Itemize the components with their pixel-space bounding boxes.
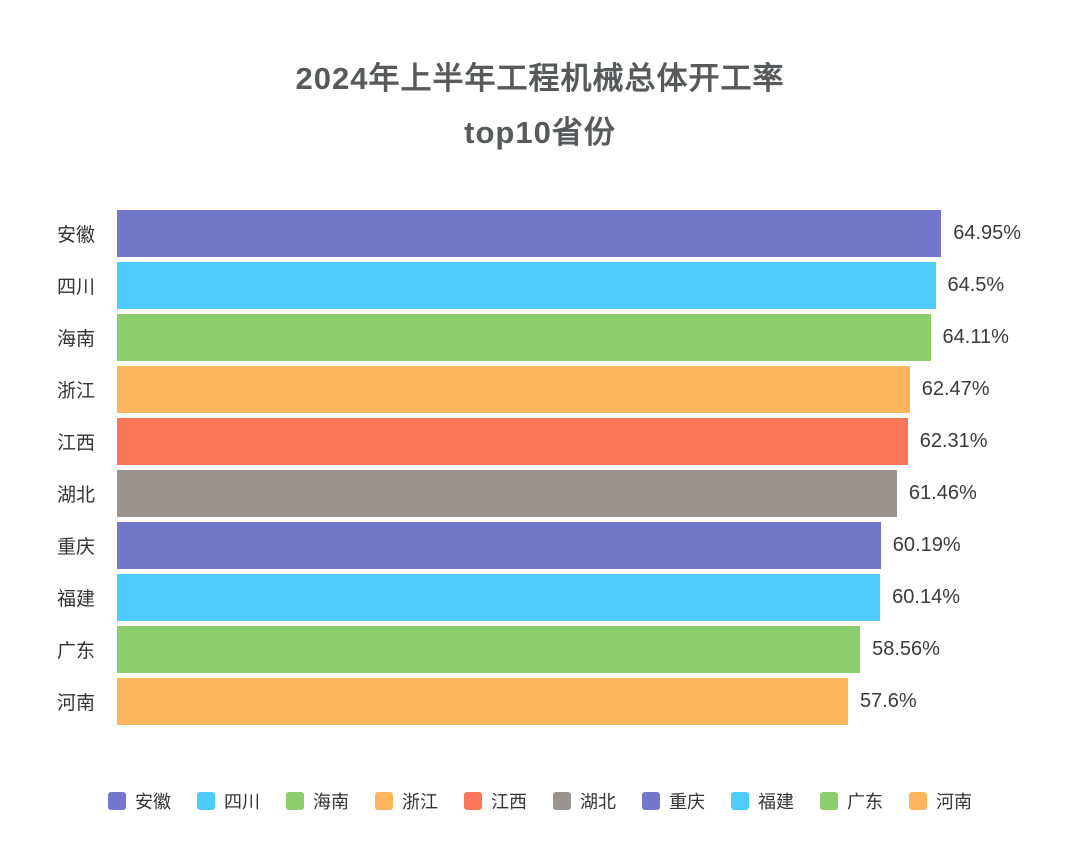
legend-item[interactable]: 重庆 (642, 788, 705, 814)
bar[interactable] (117, 418, 908, 465)
legend-label: 海南 (313, 792, 349, 812)
bar-row: 四川 64.5% (22, 262, 1080, 309)
legend-swatch-icon (553, 792, 571, 810)
bar-row: 重庆 60.19% (22, 522, 1080, 569)
legend-item[interactable]: 河南 (909, 788, 972, 814)
value-label: 64.95% (953, 222, 1022, 244)
category-label: 湖北 (56, 485, 95, 506)
legend: 安徽 四川 海南 浙江 江西 湖北 重庆 福建 广东 河南 (0, 788, 1080, 814)
bar[interactable] (117, 470, 897, 517)
bar-row: 海南 64.11% (22, 314, 1080, 361)
bar-row: 广东 58.56% (22, 626, 1080, 673)
legend-item[interactable]: 江西 (464, 788, 527, 814)
bar[interactable] (117, 210, 942, 257)
legend-swatch-icon (197, 792, 215, 810)
category-label: 江西 (56, 433, 95, 454)
category-label: 重庆 (56, 537, 95, 558)
legend-swatch-icon (286, 792, 304, 810)
category-label: 福建 (56, 589, 95, 610)
bar[interactable] (117, 262, 936, 309)
bar[interactable] (117, 522, 881, 569)
value-label: 64.5% (947, 274, 1005, 296)
category-label: 安徽 (56, 225, 95, 246)
bar-row: 浙江 62.47% (22, 366, 1080, 413)
legend-label: 安徽 (135, 792, 171, 812)
bar-row: 河南 57.6% (22, 678, 1080, 725)
value-label: 60.19% (892, 534, 961, 556)
legend-label: 重庆 (669, 792, 705, 812)
legend-item[interactable]: 福建 (731, 788, 794, 814)
chart-title: 2024年上半年工程机械总体开工率 top10省份 (0, 52, 1080, 160)
category-label: 河南 (56, 693, 95, 714)
category-label: 浙江 (56, 381, 95, 402)
category-label: 四川 (56, 277, 95, 298)
category-label: 海南 (56, 329, 95, 350)
chart-title-line2: top10省份 (464, 115, 616, 150)
category-label: 广东 (56, 641, 95, 662)
legend-label: 浙江 (402, 792, 438, 812)
legend-item[interactable]: 广东 (820, 788, 883, 814)
legend-item[interactable]: 安徽 (108, 788, 171, 814)
legend-swatch-icon (820, 792, 838, 810)
value-label: 64.11% (942, 326, 1009, 348)
bar-row: 江西 62.31% (22, 418, 1080, 465)
legend-label: 四川 (224, 792, 260, 812)
value-label: 61.46% (908, 482, 977, 504)
chart-title-line1: 2024年上半年工程机械总体开工率 (295, 61, 785, 96)
bar[interactable] (117, 678, 848, 725)
bar-row: 湖北 61.46% (22, 470, 1080, 517)
value-label: 62.47% (921, 378, 990, 400)
legend-label: 广东 (847, 792, 883, 812)
legend-item[interactable]: 湖北 (553, 788, 616, 814)
legend-swatch-icon (731, 792, 749, 810)
legend-label: 湖北 (580, 792, 616, 812)
value-label: 60.14% (892, 586, 961, 608)
bar[interactable] (117, 366, 910, 413)
bar-plot: 安徽 64.95% 四川 64.5% 海南 64.11% 浙江 62.47% 江西 62.31% 湖… (22, 210, 1080, 730)
legend-label: 福建 (758, 792, 794, 812)
legend-item[interactable]: 浙江 (375, 788, 438, 814)
legend-swatch-icon (464, 792, 482, 810)
bar-row: 安徽 64.95% (22, 210, 1080, 257)
bar[interactable] (117, 314, 931, 361)
bar[interactable] (117, 626, 861, 673)
legend-item[interactable]: 四川 (197, 788, 260, 814)
legend-label: 江西 (491, 792, 527, 812)
value-label: 57.6% (859, 690, 917, 712)
legend-swatch-icon (108, 792, 126, 810)
value-label: 58.56% (872, 638, 940, 660)
legend-item[interactable]: 海南 (286, 788, 349, 814)
bar-row: 福建 60.14% (22, 574, 1080, 621)
legend-label: 河南 (936, 792, 972, 812)
legend-swatch-icon (642, 792, 660, 810)
bar[interactable] (117, 574, 881, 621)
legend-swatch-icon (375, 792, 393, 810)
value-label: 62.31% (919, 430, 988, 452)
legend-swatch-icon (909, 792, 927, 810)
